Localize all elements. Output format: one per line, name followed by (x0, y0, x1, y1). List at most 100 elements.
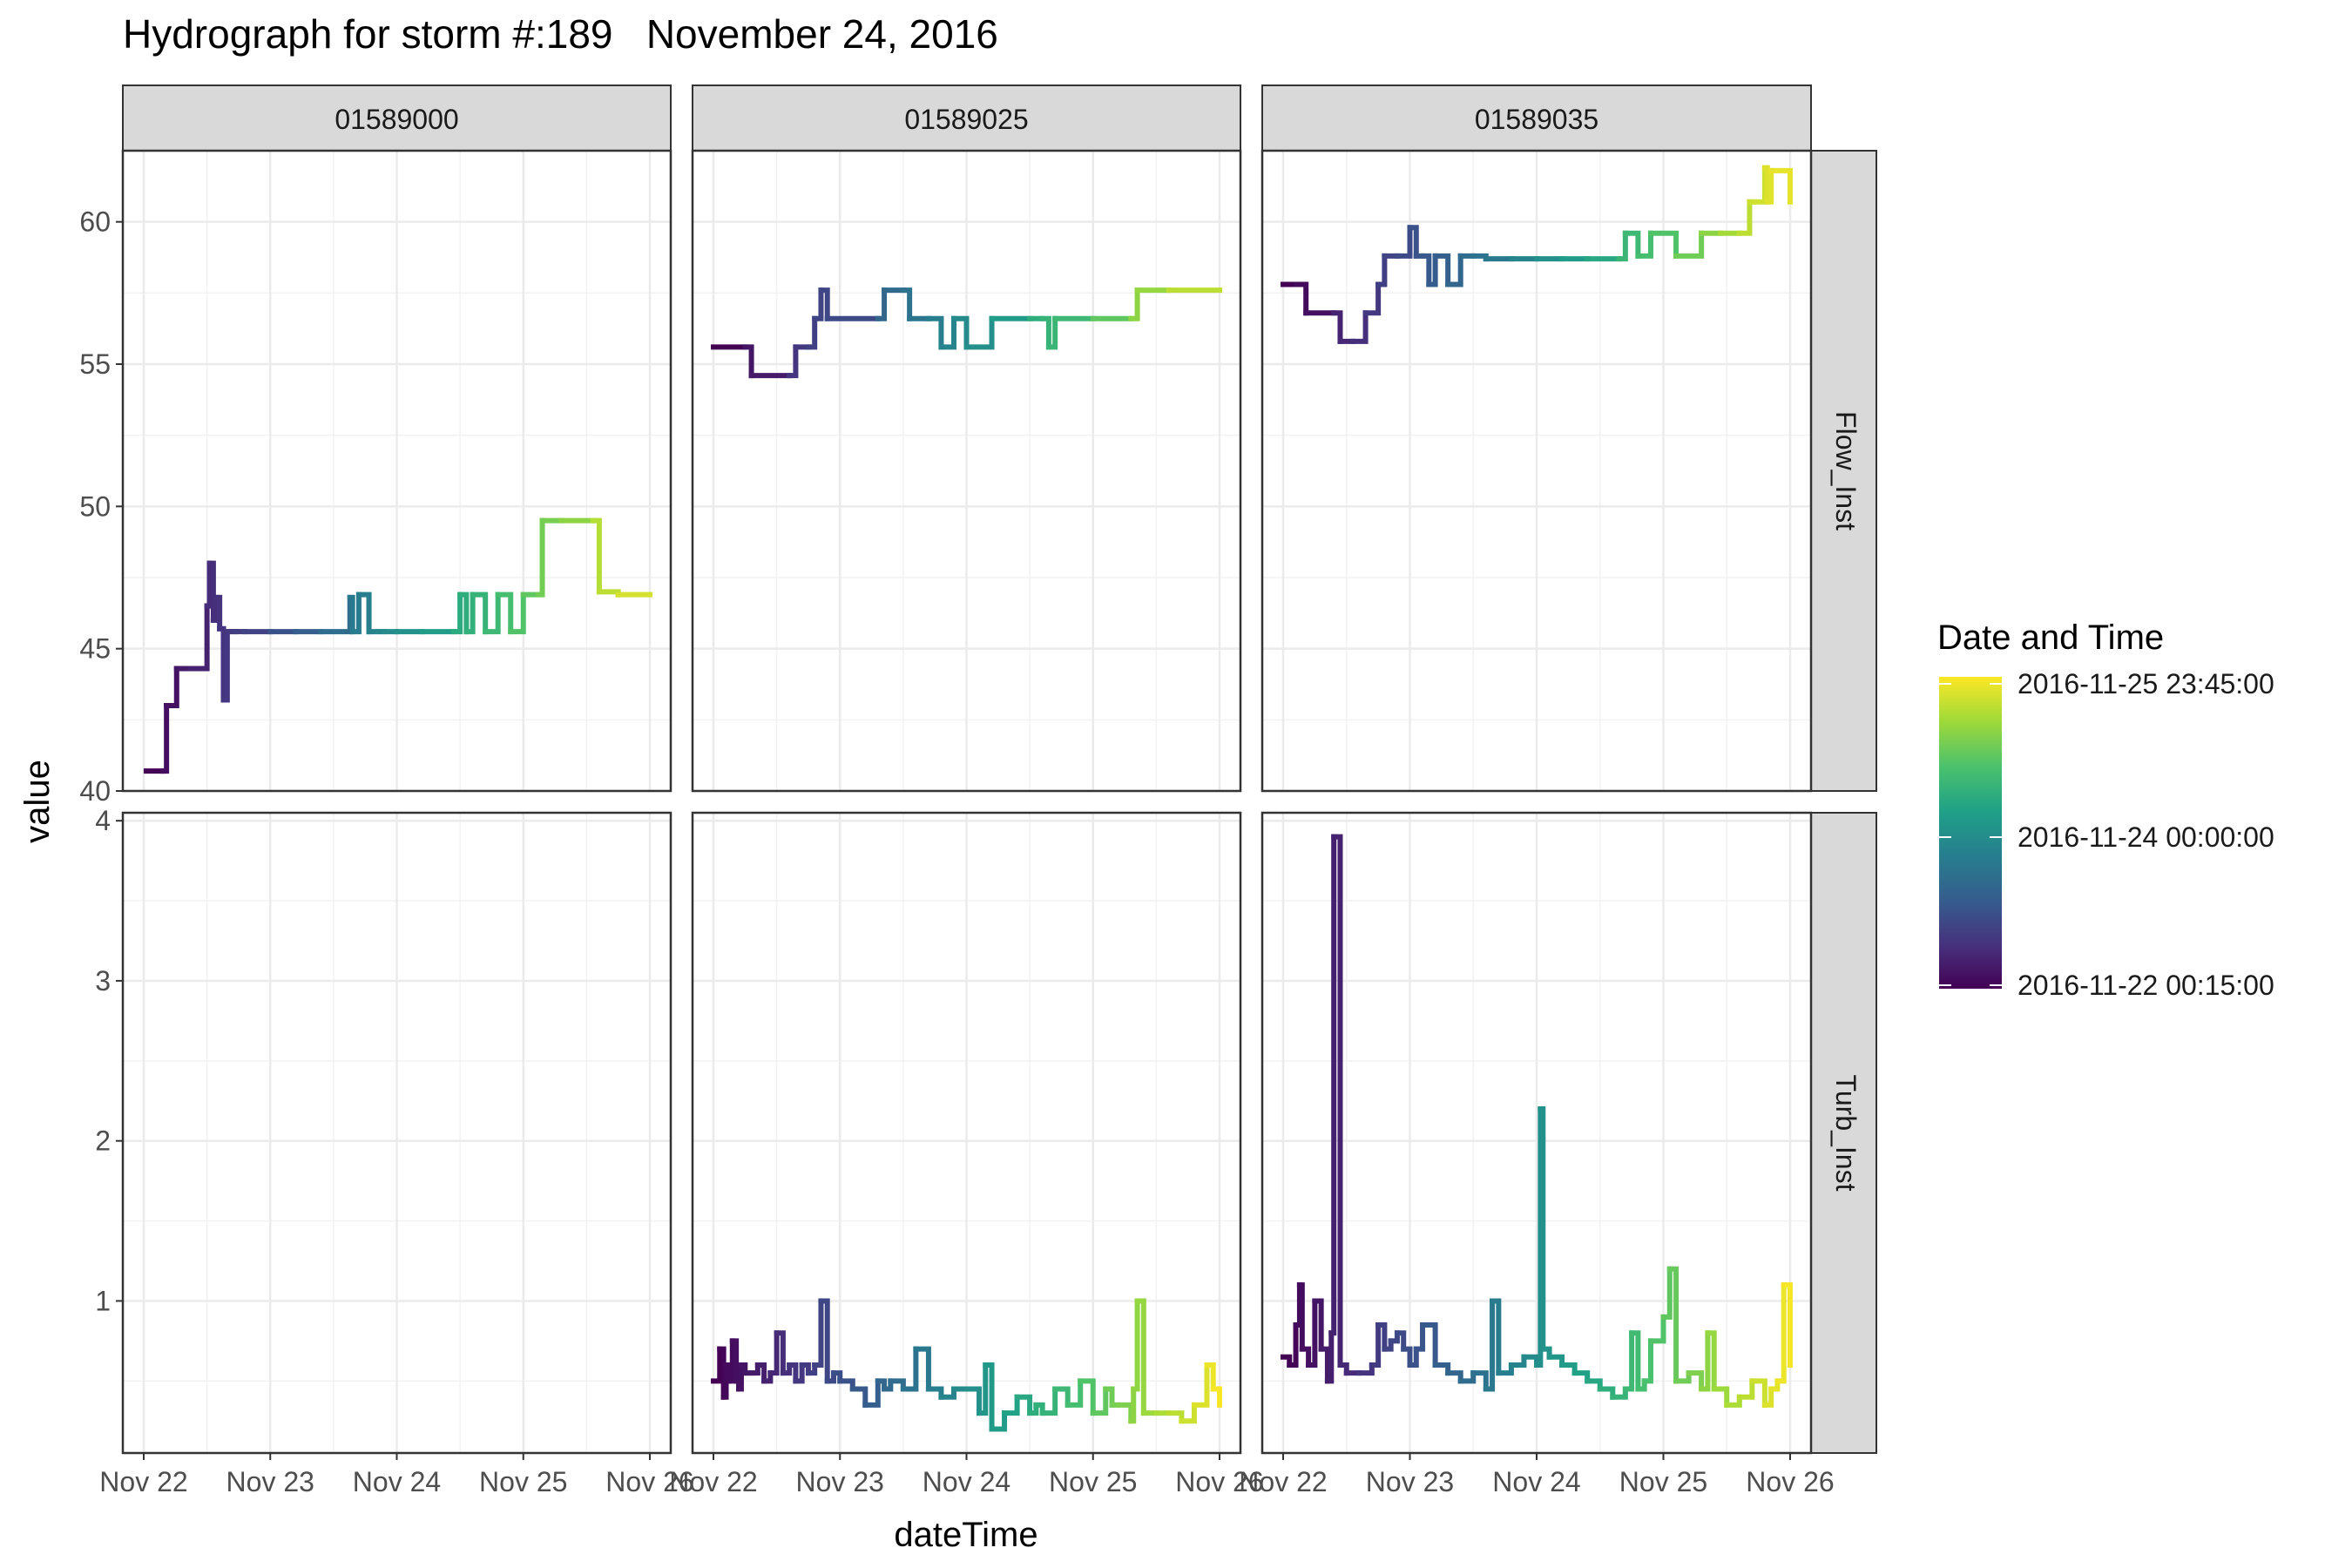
series-segment (748, 1362, 760, 1376)
series-segment (1420, 1322, 1438, 1368)
y-tick-label: 2 (95, 1125, 111, 1157)
series-segment (1490, 1298, 1502, 1376)
series-segment (805, 315, 818, 350)
series-segment (349, 591, 362, 635)
x-tick-label: Nov 25 (1049, 1466, 1137, 1497)
series-segment (590, 517, 602, 595)
series-segment (925, 315, 944, 350)
series-segment (1629, 1330, 1641, 1392)
x-tick-label: Nov 25 (1619, 1466, 1707, 1497)
series-segment (164, 666, 179, 708)
series-segment (1134, 1298, 1146, 1416)
series-segment (938, 315, 956, 350)
series-segment (1496, 1362, 1514, 1376)
series-segment (837, 1378, 855, 1392)
legend-label: 2016-11-24 00:00:00 (2017, 821, 2274, 853)
series-segment (900, 287, 913, 321)
series-segment (1293, 281, 1309, 316)
series-segment (508, 591, 526, 635)
panel-Turb_Inst-01589035 (1260, 811, 1813, 1455)
series-segment (1281, 1354, 1293, 1368)
x-tick-label: Nov 26 (1746, 1466, 1834, 1497)
series-segment (1394, 1330, 1407, 1352)
series-segment (1761, 1386, 1774, 1408)
series-segment (450, 591, 463, 635)
series-Flow_Inst-01589025 (711, 287, 1222, 379)
series-segment (1131, 1298, 1140, 1392)
panel-Turb_Inst-01589000 (121, 811, 672, 1455)
facet-strip-01589035 (1261, 84, 1812, 152)
series-segment (738, 1362, 748, 1376)
series-segment (1470, 1370, 1489, 1392)
series-segment (1312, 1298, 1324, 1352)
series-segment (1039, 1386, 1058, 1416)
series-segment (1179, 1402, 1197, 1424)
series-segment (1540, 1346, 1552, 1360)
series-segment (875, 287, 888, 321)
series-segment (355, 591, 372, 635)
facet-label-01589025: 01589025 (904, 104, 1028, 135)
series-segment (1546, 1354, 1565, 1368)
series-segment (1045, 315, 1058, 350)
series-Turb_Inst-01589025 (711, 1298, 1222, 1432)
series-segment (1103, 1386, 1115, 1408)
series-segment (1033, 1402, 1045, 1416)
series-segment (347, 594, 355, 635)
x-tick-label: Nov 25 (479, 1466, 567, 1497)
series-segment (938, 1386, 956, 1400)
series-segment (483, 591, 501, 635)
series-segment (1318, 1346, 1330, 1384)
series-segment (1686, 1370, 1705, 1392)
series-segment (1761, 165, 1770, 205)
series-segment (457, 591, 470, 635)
series-segment (1420, 253, 1432, 287)
series-segment (1724, 1394, 1742, 1408)
facet-label-Turb_Inst: Turb_Inst (1830, 1075, 1862, 1192)
series-segment (862, 1378, 881, 1408)
x-tick-label: Nov 23 (796, 1466, 884, 1497)
series-segment (1287, 1322, 1299, 1368)
series-segment (1388, 1330, 1400, 1344)
facet-strip-Flow_Inst (1810, 150, 1877, 792)
series-segment (1622, 230, 1641, 259)
series-segment (1407, 1346, 1419, 1368)
series-segment (1774, 1282, 1787, 1384)
series-segment (989, 1410, 1008, 1432)
y-tick-label: 40 (79, 775, 111, 807)
series-segment (1090, 1386, 1109, 1416)
series-segment (787, 344, 799, 379)
series-segment (1616, 230, 1628, 262)
series-segment (1064, 1378, 1084, 1408)
facet-strip-01589025 (692, 84, 1241, 152)
series-segment (1204, 1362, 1216, 1392)
series-segment (925, 1386, 944, 1400)
series-segment (1660, 1266, 1673, 1320)
series-segment (220, 629, 230, 703)
series-segment (1571, 1370, 1591, 1384)
series-segment (1445, 253, 1463, 287)
series-segment (1538, 1105, 1546, 1352)
series-segment (761, 1370, 774, 1384)
series-segment (812, 1298, 824, 1368)
x-tick-label: Nov 23 (1366, 1466, 1454, 1497)
series-segment (888, 1378, 906, 1392)
series-segment (1210, 1386, 1222, 1408)
series-segment (900, 1346, 919, 1392)
y-tick-label: 3 (95, 965, 111, 997)
series-segment (1331, 310, 1343, 344)
panel-border (1260, 149, 1813, 793)
series-Turb_Inst-01589035 (1281, 834, 1793, 1408)
colorbar (1939, 677, 2002, 989)
legend-title: Date and Time (1937, 618, 2164, 657)
panel-Turb_Inst-01589025 (691, 811, 1242, 1455)
series-segment (470, 591, 489, 635)
series-segment (1641, 1338, 1653, 1384)
legend-label: 2016-11-25 23:45:00 (2017, 668, 2274, 700)
series-segment (1426, 253, 1438, 287)
series-segment (818, 1298, 830, 1384)
series-segment (1401, 1346, 1413, 1368)
series-segment (1324, 1330, 1335, 1384)
series-segment (1457, 1370, 1477, 1384)
series-segment (726, 1338, 735, 1384)
series-segment (1350, 310, 1369, 344)
